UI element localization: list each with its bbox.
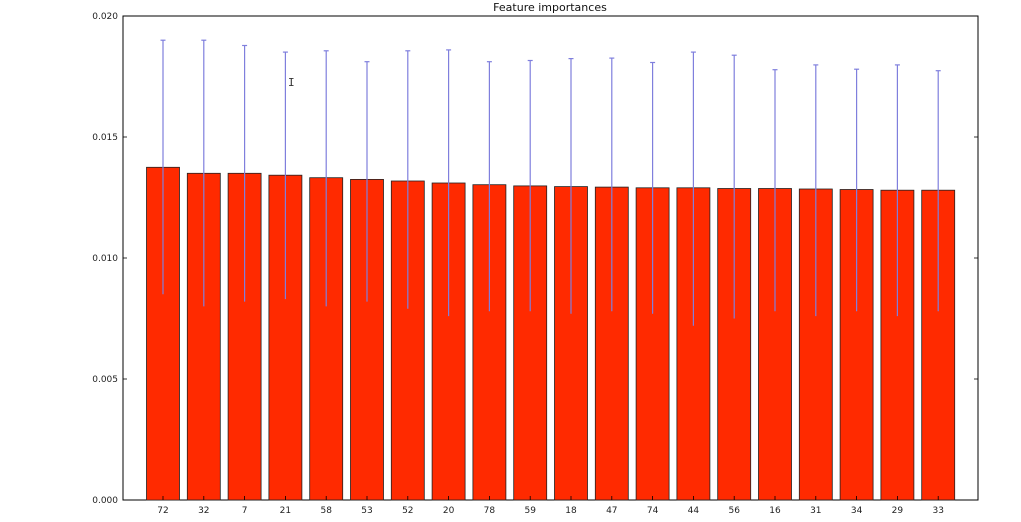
y-tick-label: 0.005 bbox=[92, 375, 118, 385]
x-tick-label-20: 20 bbox=[443, 506, 455, 516]
x-tick-label-31: 31 bbox=[810, 506, 821, 516]
chart-title: Feature importances bbox=[493, 1, 607, 14]
x-axis-ticks: 72 32 7 21 58 53 52 20 78 59 18 47 74 44 56 16 31 34 29 33 bbox=[157, 496, 944, 516]
x-tick-label-72: 72 bbox=[157, 506, 168, 516]
x-tick-label-29: 29 bbox=[892, 506, 904, 516]
error-bars-layer bbox=[160, 39, 941, 326]
x-tick-label-59: 59 bbox=[524, 506, 536, 516]
x-tick-label-34: 34 bbox=[851, 506, 863, 516]
x-tick-label-78: 78 bbox=[484, 506, 496, 516]
x-tick-label-56: 56 bbox=[728, 506, 740, 516]
y-tick-label: 0.020 bbox=[92, 12, 118, 22]
x-tick-label-18: 18 bbox=[565, 506, 577, 516]
y-tick-label: 0.000 bbox=[92, 496, 118, 506]
mouse-cursor-icon: I bbox=[288, 76, 295, 89]
x-tick-label-52: 52 bbox=[402, 506, 413, 516]
y-axis-ticks: 0.000 0.005 0.010 0.015 0.020 bbox=[92, 12, 978, 506]
y-tick-label: 0.015 bbox=[92, 133, 118, 143]
x-tick-label-74: 74 bbox=[647, 506, 659, 516]
x-tick-label-32: 32 bbox=[198, 506, 209, 516]
bars-layer bbox=[146, 166, 956, 501]
x-tick-label-21: 21 bbox=[280, 506, 291, 516]
x-tick-label-33: 33 bbox=[932, 506, 943, 516]
x-tick-label-53: 53 bbox=[361, 506, 372, 516]
x-tick-label-7: 7 bbox=[242, 506, 248, 516]
x-tick-label-44: 44 bbox=[688, 506, 700, 516]
x-tick-label-16: 16 bbox=[769, 506, 781, 516]
x-tick-label-47: 47 bbox=[606, 506, 617, 516]
y-tick-label: 0.010 bbox=[92, 254, 118, 264]
x-tick-label-58: 58 bbox=[320, 506, 332, 516]
